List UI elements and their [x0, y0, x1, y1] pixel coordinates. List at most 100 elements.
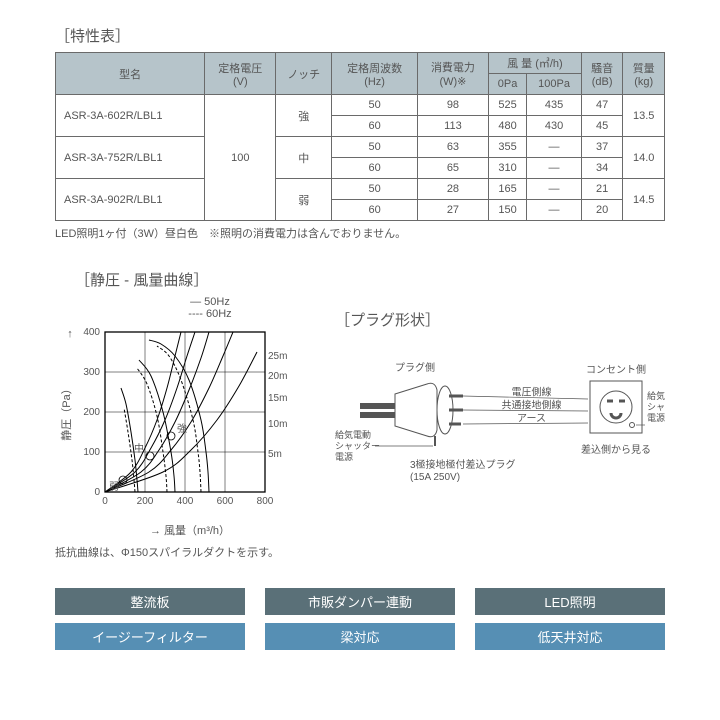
th-mass: 質量(kg) — [623, 53, 665, 95]
svg-text:5m: 5m — [268, 449, 282, 460]
feature-tag: 梁対応 — [265, 623, 455, 650]
svg-text:200: 200 — [137, 496, 154, 507]
table-row: ASR-3A-602R/LBL1100強50985254354713.5 — [56, 95, 665, 116]
cell-freq: 60 — [332, 158, 418, 179]
cell-a100: — — [527, 137, 582, 158]
pressure-airflow-chart: 02004006008000100200300400静圧（Pa）↑強中弱5m10… — [55, 322, 305, 522]
cell-power: 98 — [417, 95, 488, 116]
th-airflow-0: 0Pa — [488, 74, 526, 95]
cell-a0: 355 — [488, 137, 526, 158]
cell-power: 113 — [417, 116, 488, 137]
svg-text:0: 0 — [102, 496, 108, 507]
feature-tag: イージーフィルター — [55, 623, 245, 650]
cell-noise: 45 — [581, 116, 623, 137]
svg-text:100: 100 — [83, 447, 100, 458]
cell-a0: 480 — [488, 116, 526, 137]
th-noise: 騒音(dB) — [581, 53, 623, 95]
cell-noise: 21 — [581, 179, 623, 200]
svg-text:アース: アース — [517, 414, 546, 425]
cell-notch: 強 — [276, 95, 332, 137]
cell-noise: 47 — [581, 95, 623, 116]
svg-text:800: 800 — [257, 496, 274, 507]
chart-legend: — 50Hz ---- 60Hz — [115, 296, 305, 320]
cell-a100: 435 — [527, 95, 582, 116]
svg-text:電圧側線: 電圧側線 — [512, 386, 552, 399]
svg-text:10m: 10m — [268, 419, 287, 430]
cell-mass: 14.0 — [623, 137, 665, 179]
cell-a0: 525 — [488, 95, 526, 116]
cell-freq: 60 — [332, 200, 418, 221]
svg-text:電源: 電源 — [647, 413, 665, 423]
cell-model: ASR-3A-602R/LBL1 — [56, 95, 205, 137]
chart-title: ［静圧 - 風量曲線］ — [75, 269, 305, 290]
feature-tag-row-1: 整流板市販ダンパー連動LED照明 — [55, 588, 665, 615]
th-model: 型名 — [56, 53, 205, 95]
svg-text:400: 400 — [83, 327, 100, 338]
svg-text:コンセント側: コンセント側 — [586, 363, 646, 376]
spec-table-title: ［特性表］ — [55, 25, 665, 46]
th-notch: ノッチ — [276, 53, 332, 95]
cell-power: 65 — [417, 158, 488, 179]
th-airflow-100: 100Pa — [527, 74, 582, 95]
th-power: 消費電力(W)※ — [417, 53, 488, 95]
svg-text:0: 0 — [94, 487, 100, 498]
svg-text:静圧（Pa）: 静圧（Pa） — [59, 383, 73, 440]
cell-a100: 430 — [527, 116, 582, 137]
cell-a100: — — [527, 158, 582, 179]
legend-50hz: — 50Hz — [190, 296, 230, 308]
feature-tag-row-2: イージーフィルター梁対応低天井対応 — [55, 623, 665, 650]
chart-note: 抵抗曲線は、Φ150スパイラルダクトを示す。 — [55, 544, 665, 560]
svg-text:400: 400 — [177, 496, 194, 507]
th-airflow: 風 量 (㎥/h) — [488, 53, 581, 74]
svg-text:電源: 電源 — [335, 452, 353, 462]
cell-a0: 150 — [488, 200, 526, 221]
th-voltage: 定格電圧(V) — [205, 53, 276, 95]
cell-power: 27 — [417, 200, 488, 221]
svg-text:20m: 20m — [268, 371, 287, 382]
cell-freq: 60 — [332, 116, 418, 137]
legend-60hz: ---- 60Hz — [188, 308, 231, 320]
svg-text:弱: 弱 — [109, 481, 119, 493]
svg-text:強: 強 — [177, 422, 187, 435]
svg-text:給気電動: 給気電動 — [647, 390, 665, 401]
spec-table: 型名 定格電圧(V) ノッチ 定格周波数(Hz) 消費電力(W)※ 風 量 (㎥… — [55, 52, 665, 221]
svg-text:シャッター: シャッター — [647, 402, 665, 412]
cell-a0: 310 — [488, 158, 526, 179]
cell-noise: 34 — [581, 158, 623, 179]
plug-title: ［プラグ形状］ — [335, 309, 665, 330]
svg-text:差込側から見る: 差込側から見る — [581, 443, 651, 456]
svg-text:25m: 25m — [268, 351, 287, 362]
table-row: ASR-3A-902R/LBL1弱5028165—2114.5 — [56, 179, 665, 200]
cell-power: 28 — [417, 179, 488, 200]
cell-freq: 50 — [332, 179, 418, 200]
cell-a100: — — [527, 179, 582, 200]
svg-text:共通接地側線: 共通接地側線 — [502, 399, 562, 412]
cell-mass: 14.5 — [623, 179, 665, 221]
chart-x-arrow: → 風量（m³/h） — [75, 522, 305, 538]
cell-mass: 13.5 — [623, 95, 665, 137]
th-freq: 定格周波数(Hz) — [332, 53, 418, 95]
svg-text:600: 600 — [217, 496, 234, 507]
svg-text:中: 中 — [134, 442, 144, 455]
feature-tag: 整流板 — [55, 588, 245, 615]
spec-table-note: LED照明1ヶ付（3W）昼白色 ※照明の消費電力は含んでおりません。 — [55, 225, 665, 241]
svg-text:3極接地極付差込プラグ: 3極接地極付差込プラグ — [410, 458, 516, 471]
cell-notch: 中 — [276, 137, 332, 179]
svg-text:給気電動: 給気電動 — [335, 429, 371, 440]
chart-x-label: 風量（m³/h） — [164, 525, 230, 537]
table-row: ASR-3A-752R/LBL1中5063355—3714.0 — [56, 137, 665, 158]
cell-noise: 20 — [581, 200, 623, 221]
cell-a0: 165 — [488, 179, 526, 200]
cell-model: ASR-3A-902R/LBL1 — [56, 179, 205, 221]
cell-notch: 弱 — [276, 179, 332, 221]
cell-a100: — — [527, 200, 582, 221]
cell-noise: 37 — [581, 137, 623, 158]
cell-power: 63 — [417, 137, 488, 158]
feature-tag: LED照明 — [475, 588, 665, 615]
cell-model: ASR-3A-752R/LBL1 — [56, 137, 205, 179]
feature-tag: 低天井対応 — [475, 623, 665, 650]
svg-text:↑: ↑ — [67, 328, 73, 340]
svg-text:プラグ側: プラグ側 — [395, 361, 435, 374]
svg-text:200: 200 — [83, 407, 100, 418]
svg-text:(15A 250V): (15A 250V) — [410, 472, 460, 483]
